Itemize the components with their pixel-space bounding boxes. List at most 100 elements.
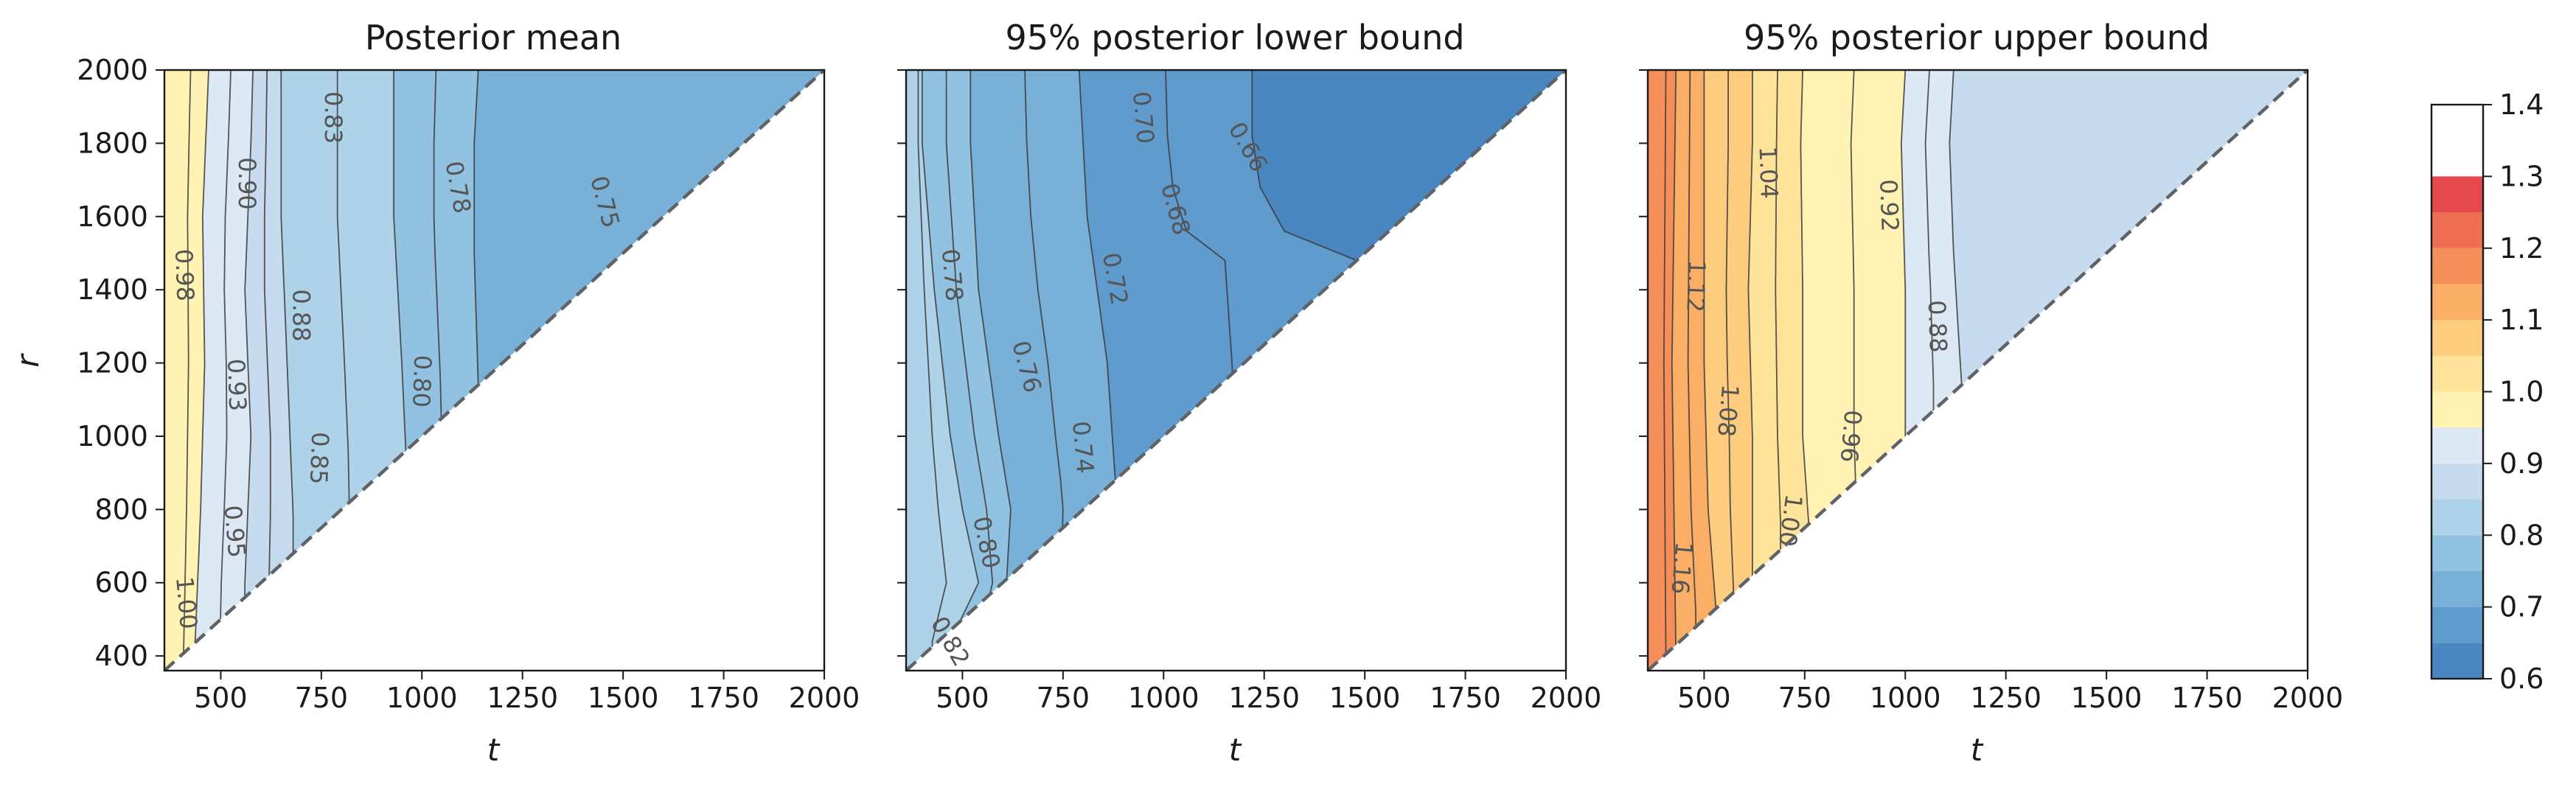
x-tick-label: 500: [1677, 682, 1731, 714]
colorbar-tick-label: 1.3: [2499, 160, 2544, 192]
panel-title: Posterior mean: [365, 18, 622, 57]
y-tick-label: 1000: [77, 420, 148, 452]
x-tick-label: 1500: [588, 682, 659, 714]
colorbar-segment: [2431, 284, 2483, 321]
contour-label: 0.93: [222, 358, 251, 412]
contour-line: [1747, 70, 1753, 671]
contour-line: [1703, 70, 1717, 671]
colorbar-tick-label: 0.6: [2499, 663, 2544, 695]
x-axis-label: t: [1971, 732, 1984, 768]
y-tick-label: 1400: [77, 273, 148, 306]
colorbar-segment: [2431, 320, 2483, 356]
contour-line: [244, 70, 254, 671]
x-tick-label: 750: [295, 682, 349, 714]
colorbar-tick-label: 1.2: [2499, 232, 2544, 265]
colorbar-segment: [2431, 212, 2483, 248]
axes-frame: [905, 69, 1567, 672]
contour-line: [1663, 70, 1667, 671]
contour-line: [970, 70, 1012, 671]
contour-line: [183, 70, 192, 671]
contour-line: [945, 70, 994, 671]
diagonal-line: [905, 69, 1567, 672]
contour-label: 0.74: [1067, 420, 1099, 475]
colorbar-segment: [2431, 248, 2483, 284]
y-tick-label: 400: [94, 640, 148, 672]
colorbar-tick-label: 0.8: [2499, 519, 2544, 551]
y-tick-label: 1800: [77, 127, 148, 159]
x-tick-label: 1750: [2171, 682, 2243, 714]
contour-label: 1.04: [1753, 146, 1783, 200]
colorbar-tick-label: 0.7: [2499, 591, 2544, 623]
contour-label: 0.96: [1835, 409, 1867, 464]
contour-line: [1671, 70, 1677, 671]
diagonal-line: [163, 69, 826, 672]
colorbar-segment: [2431, 463, 2483, 500]
x-tick-label: 750: [1778, 682, 1832, 714]
colorbar-tick-label: 0.9: [2499, 447, 2544, 480]
contour-label: 0.80: [407, 354, 436, 408]
panel-lower-bound: 95% posterior lower bound 0.820.800.780.…: [897, 18, 1601, 714]
contour-label: 0.70: [1127, 90, 1160, 144]
y-axis-label: r: [10, 353, 46, 368]
contour-label: 1.08: [1712, 383, 1744, 438]
axes-frame: [163, 69, 826, 672]
panel-title: 95% posterior lower bound: [1005, 18, 1464, 57]
colorbar-segment: [2431, 607, 2483, 643]
contour-band: [1252, 70, 1566, 671]
contour-label: 1.16: [1665, 541, 1698, 595]
colorbar-tick-label: 1.0: [2499, 376, 2544, 408]
contour-label: 0.88: [1923, 300, 1952, 354]
colorbar-segment: [2431, 535, 2483, 571]
contour-label: 0.78: [936, 248, 969, 302]
y-tick-label: 2000: [77, 54, 148, 86]
contour-label: 0.85: [304, 432, 334, 486]
colorbar-segment: [2431, 427, 2483, 464]
colorbar-segment: [2431, 355, 2483, 392]
contour-band: [474, 70, 824, 671]
x-tick-label: 2000: [1531, 682, 1602, 714]
contour-line: [194, 70, 209, 671]
contour-label: 0.98: [170, 248, 199, 302]
contour-line: [1725, 70, 1736, 671]
x-tick-label: 500: [936, 682, 989, 714]
contour-label: 1.00: [170, 576, 203, 630]
contour-line: [921, 70, 980, 671]
diagonal-line: [1646, 69, 2309, 672]
y-tick-label: 800: [94, 493, 148, 525]
x-tick-label: 2000: [2272, 682, 2344, 714]
contour-label: 0.88: [288, 289, 316, 341]
x-tick-label: 1750: [1430, 682, 1501, 714]
x-tick-label: 1000: [386, 682, 458, 714]
colorbar: 0.6 0.7 0.8 0.9 1.0 1.1 1.2 1.3 1.4: [2430, 88, 2544, 695]
x-tick-label: 750: [1037, 682, 1090, 714]
contour-label: 1.12: [1681, 259, 1710, 313]
colorbar-segment: [2431, 176, 2483, 213]
x-tick-label: 500: [194, 682, 248, 714]
colorbar-tick-label: 1.4: [2499, 88, 2544, 121]
colorbar-segment: [2431, 391, 2483, 428]
x-axis-label: t: [487, 732, 501, 768]
panel-posterior-mean: Posterior mean 1.00 0.98 0.95 0.93 0.90 0.88 0…: [77, 18, 860, 714]
colorbar-segment: [2431, 499, 2483, 536]
x-tick-label: 1500: [2071, 682, 2142, 714]
y-tick-label: 1600: [77, 200, 148, 233]
colorbar-segment: [2431, 570, 2483, 607]
x-tick-label: 1250: [1970, 682, 2041, 714]
contour-band: [1949, 70, 2308, 671]
contour-line: [917, 70, 947, 671]
x-tick-label: 1000: [1870, 682, 1941, 714]
y-tick-label: 600: [94, 567, 148, 599]
y-tick-label: 1200: [77, 347, 148, 380]
x-tick-label: 2000: [789, 682, 860, 714]
contour-label: 0.92: [1874, 179, 1904, 233]
contour-lines: [1663, 70, 1963, 671]
contour-label: 0.83: [319, 91, 347, 144]
colorbar-segment: [2431, 643, 2483, 679]
x-tick-label: 1250: [1228, 682, 1300, 714]
x-tick-label: 1750: [688, 682, 759, 714]
contour-line: [219, 70, 232, 671]
panel-upper-bound: 95% posterior upper bound 1.16 1.12 1.08 1.…: [1639, 18, 2343, 714]
axes-frame: [1646, 69, 2309, 672]
x-tick-label: 1000: [1128, 682, 1200, 714]
